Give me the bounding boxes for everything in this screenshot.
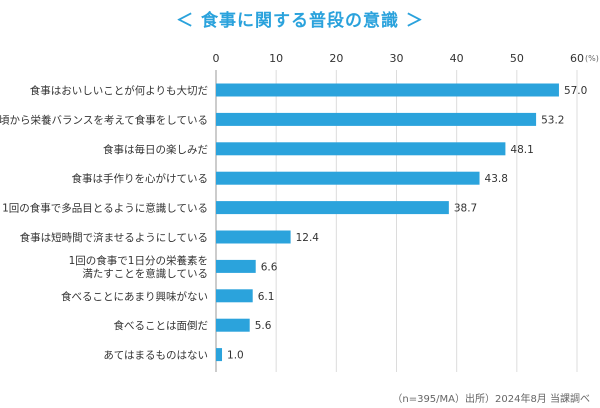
- category-label: 食事はおいしいことが何よりも大切だ: [30, 84, 208, 97]
- category-label: 食べることは面倒だ: [114, 319, 209, 332]
- category-label: 食事は手作りを心がけている: [72, 172, 209, 185]
- value-label: 48.1: [510, 144, 533, 156]
- value-label: 5.6: [255, 320, 272, 332]
- bar: [216, 348, 223, 362]
- x-axis-ticks: 0 10 20 30 40 50 60 (%): [213, 52, 599, 65]
- category-label: 満たすことを意識している: [82, 267, 208, 280]
- category-label: 食べることにあまり興味がない: [61, 290, 208, 303]
- value-label: 12.4: [296, 232, 320, 244]
- x-tick-label: 20: [329, 52, 343, 65]
- value-label: 1.0: [227, 350, 244, 362]
- axis-unit-label: (%): [585, 54, 599, 63]
- bar: [216, 289, 253, 303]
- bar: [216, 112, 537, 126]
- category-labels: 食事はおいしいことが何よりも大切だ日頃から栄養バランスを考えて食事をしている食事…: [0, 84, 208, 362]
- x-tick-label: 60: [570, 52, 584, 65]
- bar: [216, 259, 256, 273]
- source-note: （n=395/MA）出所）2024年8月 当課調べ: [392, 394, 590, 405]
- value-label: 6.1: [258, 291, 275, 303]
- value-label: 53.2: [541, 114, 564, 126]
- x-tick-label: 0: [213, 52, 220, 65]
- category-label: 日頃から栄養バランスを考えて食事をしている: [0, 113, 208, 126]
- bar: [216, 318, 250, 332]
- value-label: 43.8: [485, 173, 508, 185]
- x-tick-label: 50: [510, 52, 524, 65]
- category-label: 食事は短時間で済ませるようにしている: [20, 231, 208, 244]
- value-label: 57.0: [564, 85, 587, 97]
- bars: [216, 83, 559, 362]
- bar: [216, 171, 480, 185]
- value-label: 38.7: [454, 203, 477, 215]
- x-tick-label: 10: [269, 52, 283, 65]
- value-label: 6.6: [261, 261, 278, 273]
- bar: [216, 201, 449, 215]
- x-tick-label: 30: [390, 52, 404, 65]
- category-label: あてはまるものはない: [103, 350, 208, 362]
- category-label: 1回の食事で1日分の栄養素を: [69, 254, 208, 267]
- bar: [216, 142, 506, 156]
- value-labels: 57.0 53.2 48.1 43.8 38.7 12.4 6.6 6.1 5.6 1.0: [227, 85, 587, 362]
- category-label: 1回の食事で多品目とるように意識している: [2, 202, 208, 215]
- bar: [216, 83, 559, 97]
- category-label: 食事は毎日の楽しみだ: [103, 143, 208, 156]
- chart-title: ＜ 食事に関する普段の意識 ＞: [176, 11, 424, 31]
- x-tick-label: 40: [450, 52, 464, 65]
- bar: [216, 230, 291, 244]
